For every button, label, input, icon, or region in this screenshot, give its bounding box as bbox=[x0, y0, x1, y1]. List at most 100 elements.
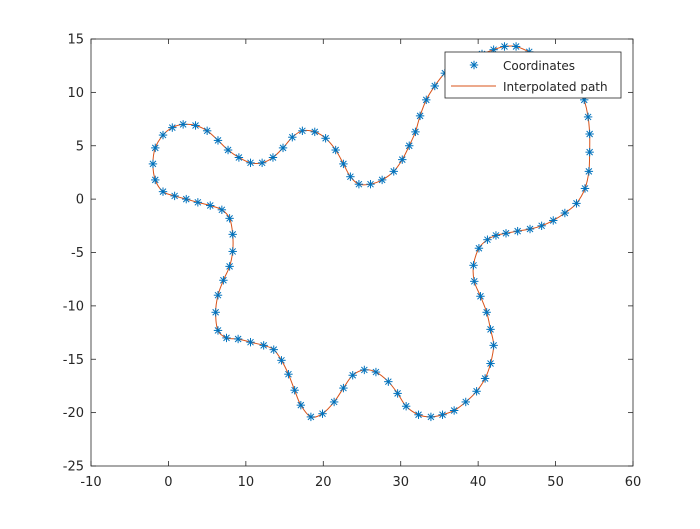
coordinate-marker bbox=[178, 120, 188, 129]
coordinate-marker bbox=[339, 159, 348, 169]
coordinate-marker bbox=[449, 406, 459, 415]
y-tick-label: 10 bbox=[67, 86, 84, 101]
x-tick-label: -10 bbox=[80, 475, 101, 490]
coordinate-marker bbox=[411, 127, 420, 137]
y-tick-label: -5 bbox=[71, 246, 84, 261]
legend-label-coordinates: Coordinates bbox=[503, 59, 575, 73]
coordinate-marker bbox=[217, 205, 227, 214]
coordinate-marker bbox=[469, 261, 478, 270]
coordinate-marker bbox=[259, 341, 268, 350]
coordinate-marker bbox=[354, 179, 364, 189]
coordinate-marker bbox=[580, 184, 590, 193]
x-tick-label: 30 bbox=[392, 475, 409, 490]
coordinate-marker bbox=[525, 224, 535, 234]
legend-asterisk-icon bbox=[469, 60, 479, 70]
coordinate-marker bbox=[284, 369, 293, 379]
coordinate-marker bbox=[321, 134, 330, 143]
y-tick-label: -10 bbox=[63, 299, 84, 314]
coordinate-marker bbox=[234, 153, 244, 162]
coordinate-marker bbox=[268, 153, 278, 162]
coordinate-marker bbox=[329, 397, 339, 407]
coordinate-marker bbox=[246, 337, 255, 347]
coordinate-marker bbox=[193, 198, 203, 207]
coordinate-marker bbox=[482, 308, 491, 317]
coordinate-marker bbox=[158, 187, 168, 196]
x-tick-label: 60 bbox=[625, 475, 642, 490]
y-tick-label: 15 bbox=[67, 33, 84, 48]
coordinate-marker bbox=[191, 121, 200, 130]
coordinate-marker bbox=[339, 383, 348, 393]
y-tick-label: 5 bbox=[76, 139, 84, 154]
coordinate-marker bbox=[288, 133, 297, 142]
coordinate-marker bbox=[549, 216, 558, 225]
coordinate-marker bbox=[486, 359, 495, 368]
coordinate-marker bbox=[500, 42, 509, 51]
coordinate-marker bbox=[584, 167, 594, 176]
coordinate-marker bbox=[202, 126, 212, 136]
x-tick-label: 50 bbox=[547, 475, 564, 490]
x-tick-label: 10 bbox=[238, 475, 255, 490]
coordinate-marker bbox=[170, 191, 179, 201]
coordinate-marker bbox=[225, 214, 234, 223]
coordinate-marker bbox=[377, 175, 387, 185]
coordinate-marker bbox=[211, 308, 220, 317]
coordinate-marker bbox=[472, 387, 481, 396]
coordinate-marker bbox=[426, 412, 436, 422]
coordinate-marker bbox=[151, 175, 160, 185]
coordinate-marker bbox=[486, 325, 495, 334]
y-tick-label: -15 bbox=[63, 353, 84, 368]
coordinate-marker bbox=[414, 410, 423, 419]
coordinate-marker bbox=[278, 143, 288, 153]
coordinate-marker bbox=[422, 95, 431, 105]
x-tick-label: 0 bbox=[164, 475, 172, 490]
coordinate-marker bbox=[151, 143, 160, 153]
coordinate-marker bbox=[223, 145, 233, 155]
coordinate-marker bbox=[513, 226, 522, 236]
coordinate-marker bbox=[158, 130, 168, 140]
coordinate-marker bbox=[393, 389, 402, 398]
coordinate-marker bbox=[331, 145, 340, 155]
coordinate-marker bbox=[298, 126, 307, 136]
coordinate-marker bbox=[310, 127, 319, 137]
coordinate-marker bbox=[222, 333, 231, 343]
coordinate-marker bbox=[360, 365, 369, 375]
coordinate-marker bbox=[306, 412, 316, 422]
coordinate-marker bbox=[401, 402, 411, 411]
coordinate-marker bbox=[213, 136, 223, 145]
x-tick-label: 20 bbox=[315, 475, 332, 490]
coordinate-marker bbox=[384, 377, 393, 386]
coordinate-marker bbox=[228, 230, 237, 239]
coordinate-marker bbox=[480, 374, 490, 383]
legend-box bbox=[444, 51, 622, 99]
coordinate-marker bbox=[213, 326, 223, 335]
coordinate-marker bbox=[461, 397, 470, 407]
coordinate-marker bbox=[269, 345, 278, 354]
coordinate-marker bbox=[346, 172, 355, 181]
coordinate-marker bbox=[398, 155, 407, 164]
coordinate-marker bbox=[246, 158, 255, 168]
coordinate-marker bbox=[470, 277, 479, 286]
coordinate-marker bbox=[182, 194, 191, 204]
coordinate-marker bbox=[474, 244, 484, 253]
legend: Coordinates Interpolated path bbox=[444, 51, 622, 99]
coordinate-marker bbox=[491, 231, 501, 240]
coordinate-marker bbox=[572, 199, 581, 208]
coordinate-marker bbox=[405, 141, 414, 150]
coordinate-marker bbox=[537, 221, 546, 231]
coordinate-marker bbox=[228, 247, 237, 256]
y-tick-label: -20 bbox=[63, 406, 84, 421]
coordinate-marker bbox=[501, 229, 511, 238]
coordinate-marker bbox=[318, 409, 327, 418]
coordinate-marker bbox=[348, 371, 357, 380]
coordinate-marker bbox=[296, 400, 306, 410]
coordinate-marker bbox=[371, 367, 381, 377]
coordinate-marker bbox=[290, 386, 299, 395]
coordinate-marker bbox=[148, 159, 158, 169]
y-tick-label: 0 bbox=[76, 193, 84, 208]
y-tick-label: -25 bbox=[63, 460, 84, 475]
coordinate-marker bbox=[206, 201, 215, 210]
legend-marker-coordinates bbox=[469, 60, 479, 70]
coordinate-marker bbox=[366, 179, 375, 189]
coordinate-marker bbox=[277, 356, 286, 365]
